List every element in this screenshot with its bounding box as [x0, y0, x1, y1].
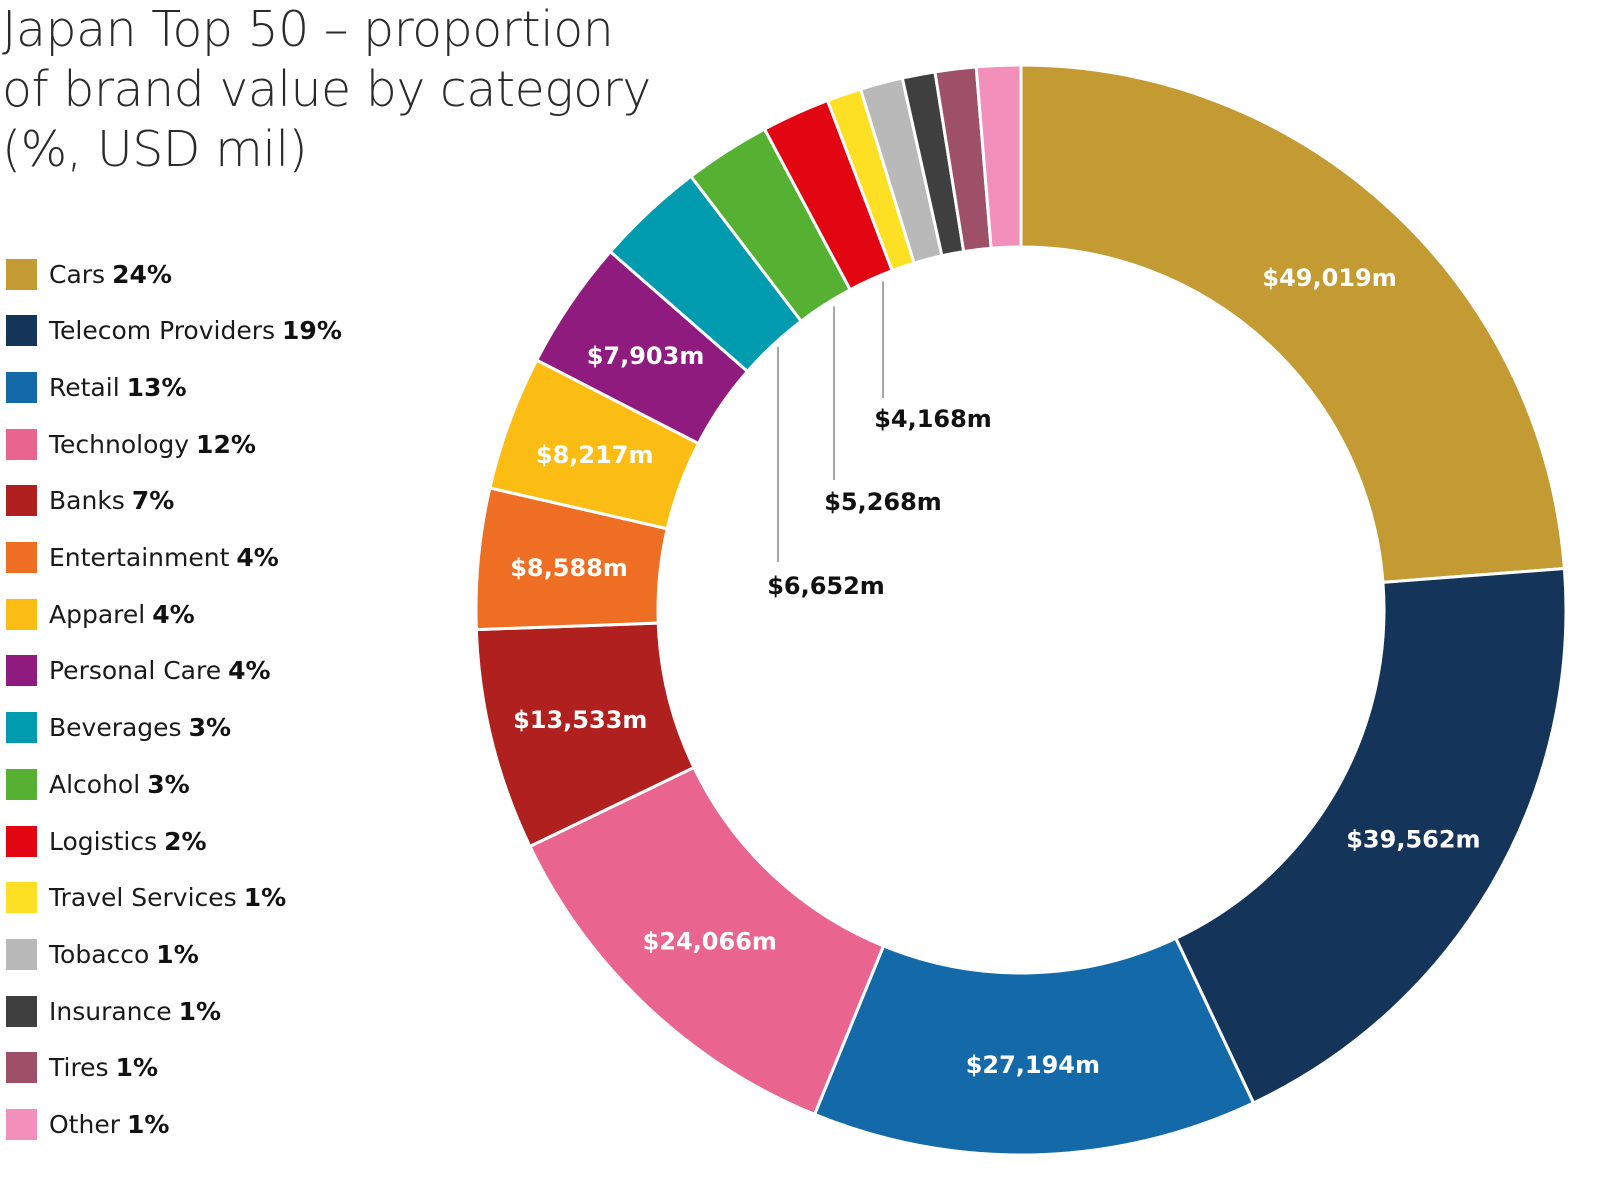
slice-label-personal-care: $7,903m: [587, 342, 705, 370]
legend-swatch: [6, 315, 37, 347]
legend-item-technology: Technology 12%: [6, 428, 256, 460]
slice-label-beverages: $6,652m: [767, 572, 885, 600]
slice-label-alcohol: $5,268m: [824, 488, 942, 516]
legend-item-tobacco: Tobacco 1%: [6, 938, 199, 970]
legend-percent: 1%: [126, 1110, 170, 1139]
legend-item-tires: Tires 1%: [6, 1052, 158, 1084]
legend-swatch: [6, 825, 37, 857]
legend-percent: 1%: [156, 939, 199, 969]
legend-swatch: [6, 995, 37, 1027]
chart-title-line-1: Japan Top 50 – proportion: [2, 1, 614, 58]
legend-swatch: [6, 258, 37, 290]
legend-percent: 1%: [178, 996, 222, 1026]
legend-label: Beverages: [49, 713, 182, 743]
slice-label-logistics: $4,168m: [874, 405, 992, 433]
legend-label: Entertainment: [49, 543, 230, 572]
legend-item-retail: Retail 13%: [6, 371, 187, 403]
slice-label-technology: $24,066m: [643, 928, 777, 956]
legend-item-banks: Banks 7%: [6, 485, 174, 517]
legend-percent: 3%: [188, 713, 232, 743]
legend-swatch: [6, 655, 37, 687]
legend-swatch: [6, 428, 37, 460]
legend-percent: 4%: [152, 599, 195, 629]
slice-cars: [1019, 63, 1567, 584]
slice-telecom-providers: [1173, 566, 1568, 1105]
chart-title-line-3: (%, USD mil): [2, 121, 308, 178]
slice-label-entertainment: $8,588m: [510, 554, 628, 582]
legend-item-apparel: Apparel 4%: [6, 598, 195, 630]
legend-swatch: [6, 485, 37, 517]
slice-label-cars: $49,019m: [1262, 264, 1396, 292]
chart-title-line-2: of brand value by category: [2, 61, 651, 118]
legend-swatch: [6, 938, 37, 970]
legend-item-insurance: Insurance 1%: [6, 995, 221, 1027]
slice-other: [974, 63, 1023, 250]
legend-swatch: [6, 768, 37, 800]
legend-swatch: [6, 1109, 37, 1140]
legend-percent: 7%: [131, 486, 175, 516]
legend-label: Retail: [49, 372, 120, 402]
legend-swatch: [6, 542, 37, 573]
legend-item-other: Other 1%: [6, 1109, 169, 1141]
slice-label-retail: $27,194m: [966, 1051, 1100, 1079]
legend-label: Other: [49, 1110, 120, 1139]
legend-item-beverages: Beverages 3%: [6, 712, 231, 744]
legend-label: Tires: [49, 1053, 109, 1083]
slice-label-apparel: $8,217m: [536, 441, 654, 469]
legend-percent: 4%: [236, 543, 279, 572]
legend-label: Insurance: [49, 996, 172, 1026]
legend-percent: 24%: [112, 259, 172, 289]
legend-percent: 1%: [115, 1053, 159, 1083]
slice-label-banks: $13,533m: [513, 706, 647, 734]
legend-percent: 19%: [282, 316, 342, 346]
legend-label: Alcohol: [49, 769, 141, 799]
legend-item-personal-care: Personal Care 4%: [6, 655, 271, 687]
legend-label: Banks: [49, 486, 125, 516]
legend-label: Technology: [49, 429, 190, 459]
legend-label: Travel Services: [49, 883, 237, 913]
legend-label: Logistics: [49, 826, 158, 856]
legend-label: Tobacco: [49, 939, 150, 969]
legend-label: Personal Care: [49, 656, 222, 686]
legend-item-travel-services: Travel Services 1%: [6, 882, 286, 914]
legend-item-alcohol: Alcohol 3%: [6, 768, 190, 800]
legend-swatch: [6, 371, 37, 403]
legend-label: Apparel: [49, 599, 146, 629]
legend-item-logistics: Logistics 2%: [6, 825, 207, 857]
legend-item-telecom-providers: Telecom Providers 19%: [6, 315, 342, 347]
legend-percent: 2%: [164, 826, 207, 856]
legend-percent: 4%: [228, 656, 271, 686]
legend-item-entertainment: Entertainment 4%: [6, 542, 279, 574]
legend-percent: 13%: [126, 372, 187, 402]
legend-item-cars: Cars 24%: [6, 258, 172, 290]
legend-label: Cars: [49, 259, 106, 289]
slice-label-telecom-providers: $39,562m: [1346, 825, 1480, 853]
legend-percent: 12%: [196, 429, 256, 459]
legend-swatch: [6, 712, 37, 744]
slice-retail: [812, 936, 1256, 1157]
legend-percent: 3%: [147, 769, 190, 799]
legend-percent: 1%: [243, 883, 287, 913]
chart-title: Japan Top 50 – proportion of brand value…: [2, 0, 651, 180]
legend-swatch: [6, 1052, 37, 1084]
legend-label: Telecom Providers: [49, 316, 276, 346]
legend-swatch: [6, 882, 37, 914]
legend-swatch: [6, 598, 37, 630]
